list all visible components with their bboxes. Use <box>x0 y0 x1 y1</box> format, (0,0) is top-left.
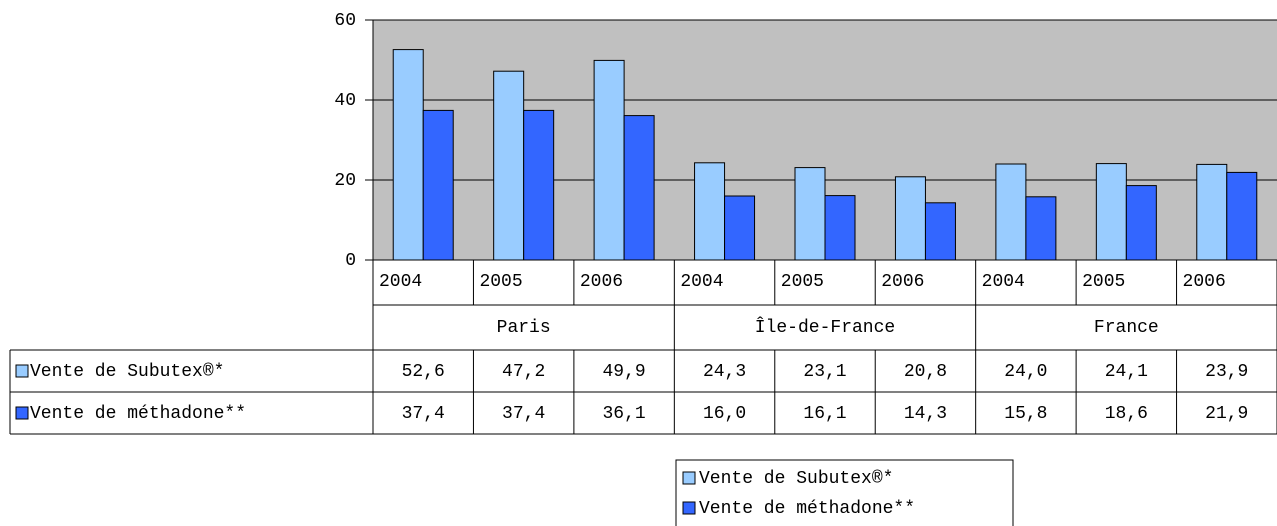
x-tick-label: 2005 <box>479 272 522 292</box>
x-tick-label: 2006 <box>580 272 623 292</box>
bar <box>1196 163 1228 261</box>
legend-label: Vente de méthadone** <box>699 499 915 519</box>
table-value: 49,9 <box>603 362 646 382</box>
group-label: France <box>1094 318 1159 338</box>
table-value: 16,0 <box>703 404 746 424</box>
bar <box>593 59 625 261</box>
table-swatch <box>15 364 29 378</box>
table-value: 24,1 <box>1105 362 1148 382</box>
table-value: 47,2 <box>502 362 545 382</box>
bar <box>995 163 1027 261</box>
table-value: 14,3 <box>904 404 947 424</box>
legend-swatch <box>682 501 696 515</box>
table-value: 37,4 <box>502 404 545 424</box>
y-tick-label: 60 <box>334 11 356 31</box>
bar <box>1095 163 1127 261</box>
bar <box>623 115 655 261</box>
table-value: 15,8 <box>1004 404 1047 424</box>
x-tick-label: 2004 <box>982 272 1025 292</box>
bar <box>523 109 555 261</box>
table-value: 52,6 <box>402 362 445 382</box>
bar <box>794 167 826 261</box>
table-value: 20,8 <box>904 362 947 382</box>
x-tick-label: 2004 <box>680 272 723 292</box>
table-value: 24,3 <box>703 362 746 382</box>
table-value: 23,1 <box>803 362 846 382</box>
group-label: Paris <box>497 318 551 338</box>
x-tick-label: 2004 <box>379 272 422 292</box>
bar <box>422 109 454 261</box>
bar <box>493 70 525 261</box>
legend-box <box>675 459 1014 526</box>
x-tick-label: 2006 <box>881 272 924 292</box>
table-value: 36,1 <box>603 404 646 424</box>
table-row-label: Vente de méthadone** <box>30 404 246 424</box>
table-value: 16,1 <box>803 404 846 424</box>
y-tick-label: 20 <box>334 171 356 191</box>
table-value: 37,4 <box>402 404 445 424</box>
table-value: 21,9 <box>1205 404 1248 424</box>
bar <box>1025 196 1057 261</box>
x-tick-label: 2005 <box>1082 272 1125 292</box>
x-tick-label: 2006 <box>1183 272 1226 292</box>
table-swatch <box>15 406 29 420</box>
table-row-label: Vente de Subutex®* <box>30 362 224 382</box>
legend-label: Vente de Subutex®* <box>699 469 893 489</box>
bar <box>894 176 926 261</box>
y-tick-label: 0 <box>345 251 356 271</box>
x-tick-label: 2005 <box>781 272 824 292</box>
table-value: 24,0 <box>1004 362 1047 382</box>
bar <box>392 49 424 261</box>
bar <box>694 162 726 261</box>
table-value: 23,9 <box>1205 362 1248 382</box>
legend-swatch <box>682 471 696 485</box>
group-label: Île-de-France <box>755 316 895 338</box>
bar <box>1125 185 1157 261</box>
bar <box>724 195 756 261</box>
table-value: 18,6 <box>1105 404 1148 424</box>
y-tick-label: 40 <box>334 91 356 111</box>
bar <box>924 202 956 261</box>
bar <box>1226 171 1258 261</box>
bar <box>824 195 856 261</box>
